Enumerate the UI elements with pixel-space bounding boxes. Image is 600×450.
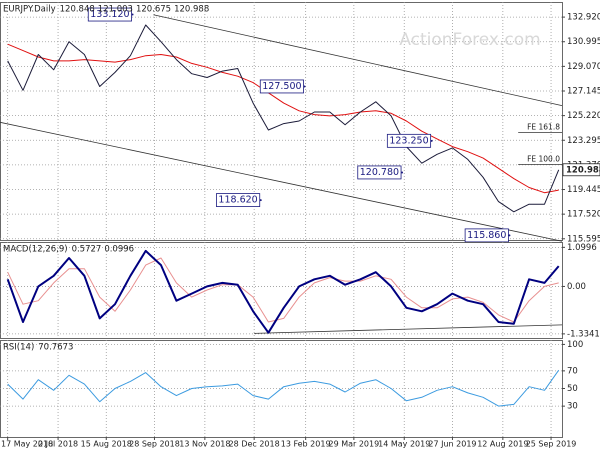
header-value: 121.003 (98, 5, 133, 15)
annotation-point (401, 171, 404, 174)
annotation-point (303, 85, 306, 88)
y-tick-label: 125.220 (567, 111, 600, 121)
y-tick-label: 115.595 (567, 234, 600, 244)
annotation-label: 120.780 (360, 167, 399, 178)
panel-frame (0, 242, 563, 339)
series-line (7, 369, 560, 407)
y-tick-label: 0.00 (567, 282, 586, 292)
y-tick-label: 70 (567, 366, 578, 376)
annotation-label: 115.860 (467, 230, 506, 241)
series-line (6, 249, 560, 334)
header-value: 120.848 (60, 5, 95, 15)
annotation-point (430, 139, 433, 142)
header-value: 70.7673 (38, 343, 73, 353)
x-tick-label: 27 Jun 2019 (428, 440, 476, 449)
header-value: 120.988 (174, 5, 209, 15)
x-tick-label: 2 Jul 2018 (38, 440, 78, 449)
annotation-point (508, 234, 511, 237)
x-tick-label: 29 Mar 2019 (328, 440, 379, 449)
series-line (7, 24, 560, 213)
trend-line (254, 324, 563, 334)
panel-title: EURJPY.Daily (3, 5, 56, 15)
x-tick-label: 14 May 2019 (378, 440, 430, 449)
header-value: 0.5727 (72, 245, 102, 255)
x-tick-label: 28 Sep 2018 (129, 440, 180, 449)
header-value: 0.0996 (104, 245, 134, 255)
y-tick-label: 100 (567, 340, 583, 350)
annotation-label: 118.620 (218, 195, 257, 206)
level-label: FE 100.0 (527, 155, 560, 164)
y-tick-label: 50 (567, 384, 578, 394)
x-tick-label: 17 May 2018 (1, 440, 53, 449)
annotation-box (464, 228, 509, 243)
y-tick-label: 119.445 (567, 185, 600, 195)
last-value-box (562, 163, 600, 177)
y-tick-label: 123.295 (567, 136, 600, 146)
panel-title: RSI(14) (3, 343, 34, 353)
y-tick-label: 130.995 (567, 37, 600, 47)
x-tick-label: 13 Nov 2018 (179, 440, 230, 449)
annotation-point (131, 13, 134, 16)
header-value: 120.675 (136, 5, 171, 15)
annotation-box (216, 193, 261, 207)
y-tick-label: 117.520 (567, 210, 600, 220)
series-line (7, 43, 559, 194)
series-line (7, 257, 559, 323)
level-label: FE 161.8 (527, 123, 560, 132)
annotation-label: 127.500 (262, 81, 301, 92)
x-tick-label: 15 Aug 2018 (81, 440, 132, 449)
trend-line (0, 121, 563, 242)
y-tick-label: 1.0996 (567, 243, 597, 253)
annotation-point (259, 199, 262, 202)
x-tick-label: 13 Feb 2019 (281, 440, 331, 449)
panel-frame (0, 2, 563, 241)
x-tick-label: 28 Dec 2018 (229, 440, 280, 449)
annotation-box (87, 7, 132, 22)
last-value-label: 120.988 (566, 165, 600, 175)
x-tick-label: 25 Sep 2019 (526, 440, 577, 449)
panel-title: MACD(12,26,9) (3, 245, 68, 255)
x-tick-label: 12 Aug 2019 (477, 440, 528, 449)
annotation-box (259, 79, 304, 94)
y-tick-label: 132.920 (567, 13, 600, 23)
annotation-label: 123.250 (389, 135, 428, 146)
y-tick-label: 30 (567, 402, 578, 412)
y-tick-label: -1.3341 (567, 329, 600, 339)
trend-line (153, 14, 563, 107)
annotation-box (357, 165, 402, 180)
y-tick-label: 127.145 (567, 86, 600, 96)
annotation-box (386, 133, 432, 148)
watermark: ActionForex.com (399, 30, 540, 50)
annotation-label: 133.120 (90, 9, 129, 20)
y-tick-label: 129.070 (567, 62, 600, 72)
